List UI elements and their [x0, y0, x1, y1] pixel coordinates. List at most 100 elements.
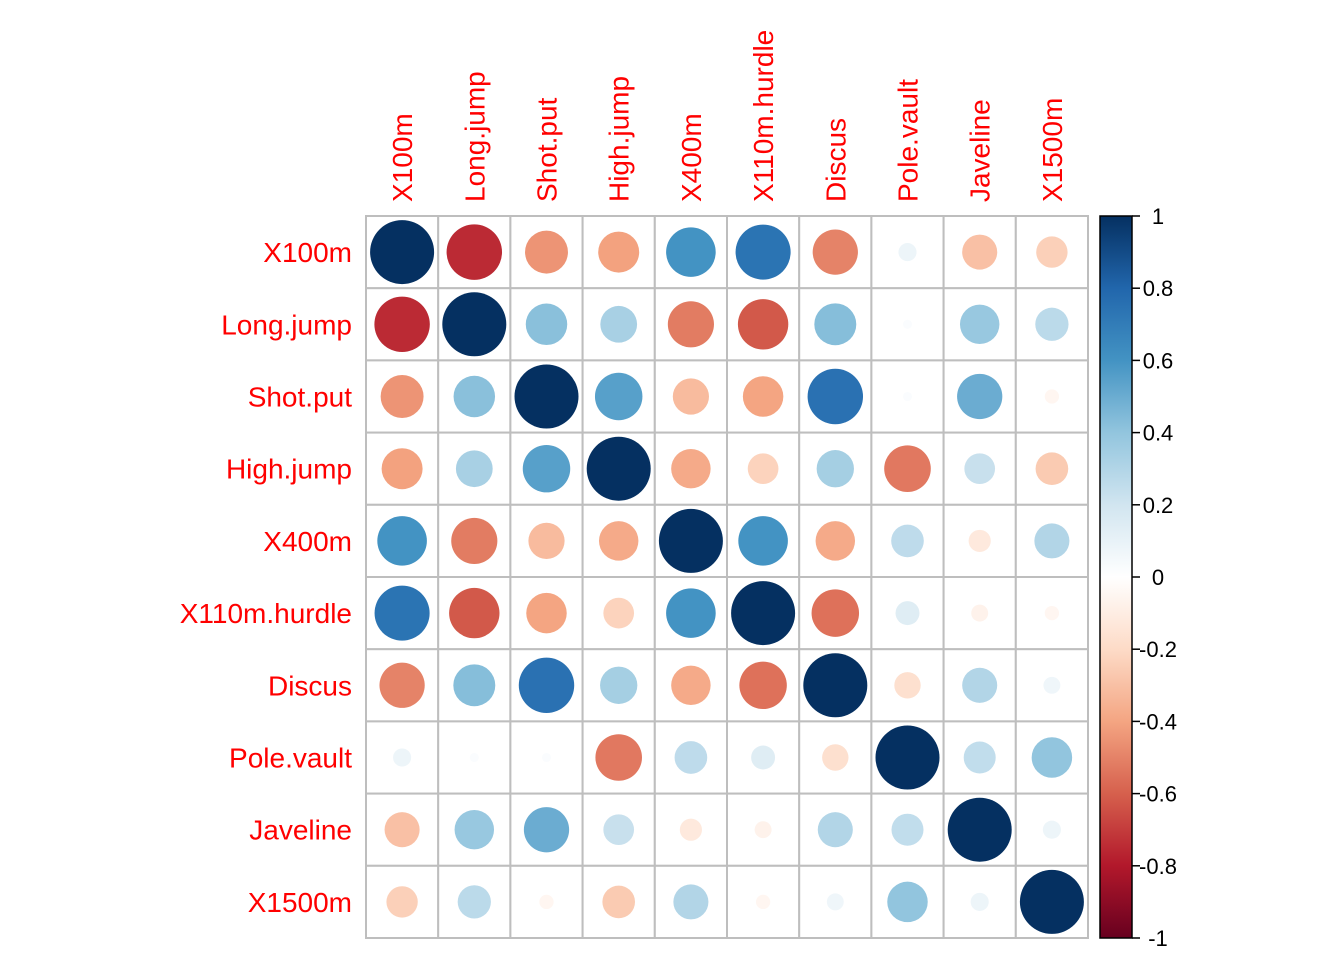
corr-circle — [374, 585, 430, 641]
colorbar-tick-label: -0.4 — [1139, 709, 1177, 734]
corr-circle — [658, 508, 723, 573]
column-label: Long.jump — [459, 71, 490, 202]
corr-circle — [891, 524, 924, 558]
corr-circle — [1044, 389, 1060, 404]
corr-circle — [887, 881, 928, 923]
corr-circle — [672, 378, 710, 415]
colorbar — [1099, 215, 1133, 939]
corr-circle — [384, 812, 420, 848]
corr-circle — [602, 885, 636, 919]
colorbar-tick-label: -0.2 — [1139, 637, 1177, 662]
corr-circle — [455, 450, 493, 488]
column-label: High.jump — [604, 76, 635, 202]
corr-circle — [671, 448, 711, 489]
corr-circle — [454, 809, 495, 850]
corr-circle — [737, 299, 789, 350]
corr-circle — [514, 364, 579, 429]
row-label: Pole.vault — [229, 743, 352, 774]
column-label: Pole.vault — [893, 79, 924, 202]
corr-circle — [667, 301, 714, 348]
corr-circle — [594, 372, 643, 421]
corr-circle — [528, 522, 565, 560]
corr-circle — [449, 587, 500, 639]
corr-circle — [817, 812, 853, 848]
corr-circle — [1035, 452, 1069, 486]
corr-circle — [751, 745, 776, 770]
colorbar-tick-label: 0.8 — [1143, 276, 1174, 301]
column-label: X100m — [387, 113, 418, 202]
row-label: Shot.put — [248, 382, 353, 413]
corr-circle — [754, 821, 772, 839]
corr-circle — [970, 892, 989, 911]
corr-circle — [386, 886, 418, 918]
row-label: X400m — [263, 526, 352, 557]
corr-circle — [1042, 820, 1061, 839]
corr-circle — [679, 818, 702, 841]
corr-circle — [673, 884, 709, 920]
corr-circle — [377, 516, 427, 566]
colorbar-tick-label: -0.8 — [1139, 854, 1177, 879]
corr-circle — [539, 894, 554, 910]
corr-circle — [1036, 236, 1068, 268]
corr-circle — [453, 664, 496, 707]
row-label: High.jump — [226, 454, 352, 485]
corr-circle — [525, 230, 568, 274]
corr-circle — [816, 450, 854, 488]
colorbar-tick-label: 0.2 — [1143, 493, 1174, 518]
corr-circle — [666, 588, 716, 638]
column-label: X110m.hurdle — [748, 30, 779, 202]
corr-circle — [666, 227, 716, 277]
row-label: X100m — [263, 237, 352, 268]
grid-cell — [581, 287, 656, 362]
corr-circle — [963, 741, 996, 774]
corr-circle — [370, 220, 435, 285]
corr-circle — [525, 303, 568, 346]
corr-circle — [380, 375, 424, 418]
corr-circle — [971, 604, 989, 622]
corr-circle — [822, 744, 849, 771]
corr-circle — [393, 748, 412, 767]
corr-circle — [518, 657, 575, 714]
corr-circle — [1031, 737, 1073, 778]
corr-circle — [600, 305, 638, 343]
corr-circle — [379, 662, 425, 708]
column-label: Discus — [820, 118, 851, 202]
corr-circle — [959, 304, 1000, 345]
column-label: Javeline — [965, 99, 996, 202]
corr-circle — [523, 807, 570, 853]
colorbar-tick-label: 0 — [1152, 565, 1164, 590]
grid-cell — [1014, 359, 1089, 434]
corr-circle — [526, 592, 567, 634]
corr-circle — [739, 661, 787, 710]
corr-circle — [381, 448, 423, 490]
corr-circle — [1019, 869, 1084, 934]
row-label: X1500m — [248, 887, 352, 918]
corr-circle — [598, 521, 639, 561]
corr-circle — [898, 243, 917, 262]
corr-circle — [671, 665, 711, 706]
corr-circle — [947, 797, 1012, 862]
corr-circle — [964, 453, 996, 485]
colorbar-tick-label: -1 — [1148, 926, 1168, 951]
corr-circle — [446, 224, 503, 280]
corr-circle — [598, 231, 640, 273]
corr-circle — [807, 368, 864, 425]
corr-circle — [1035, 307, 1069, 341]
corr-circle — [595, 734, 642, 781]
colorbar-tick-label: -0.6 — [1139, 782, 1177, 807]
corr-circle — [894, 672, 921, 699]
corr-circle — [895, 601, 920, 626]
corr-circle — [826, 893, 844, 911]
corr-circle — [374, 296, 430, 353]
column-label: X400m — [676, 113, 707, 202]
corr-circle — [962, 667, 998, 703]
corr-circle — [957, 373, 1003, 420]
corr-circle — [811, 589, 860, 637]
grid-cell — [870, 215, 945, 290]
corr-circle — [962, 234, 998, 270]
column-label: Shot.put — [532, 97, 563, 202]
corr-circle — [731, 581, 796, 646]
grid-cell — [437, 359, 512, 434]
row-label: Discus — [268, 670, 352, 701]
